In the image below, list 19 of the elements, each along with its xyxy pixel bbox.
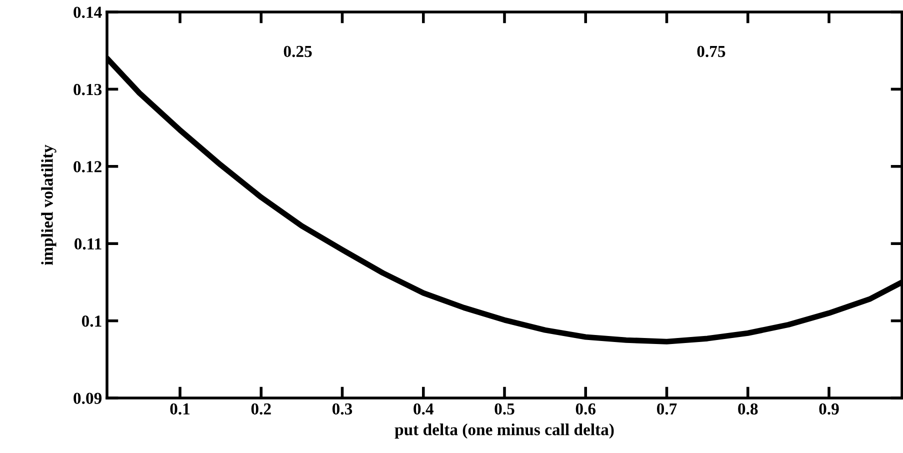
x-tick-label: 0.3: [332, 403, 352, 415]
x-tick-label: 0.9: [819, 403, 839, 415]
y-axis-title: implied volatility: [41, 144, 56, 266]
x-tick-label: 0.8: [738, 403, 758, 415]
x-tick-label: 0.5: [494, 403, 514, 415]
y-tick-label: 0.12: [74, 161, 102, 172]
x-tick-label: 0.7: [656, 403, 677, 415]
y-tick-label: 0.09: [74, 392, 102, 404]
x-tick-label: 0.6: [576, 403, 596, 415]
x-tick-label: 0.1: [170, 403, 190, 415]
x-tick-label: 0.4: [414, 403, 434, 415]
y-tick-label: 0.11: [74, 238, 102, 250]
x-axis-title: put delta (one minus call delta): [394, 424, 614, 439]
y-tick-label: 0.1: [82, 316, 102, 327]
y-tick-label: 0.14: [74, 6, 102, 18]
x-tick-label: 0.2: [251, 403, 271, 415]
y-tick-label: 0.13: [74, 84, 102, 96]
annotation: 0.75: [697, 46, 726, 58]
annotation: 0.25: [284, 46, 312, 58]
